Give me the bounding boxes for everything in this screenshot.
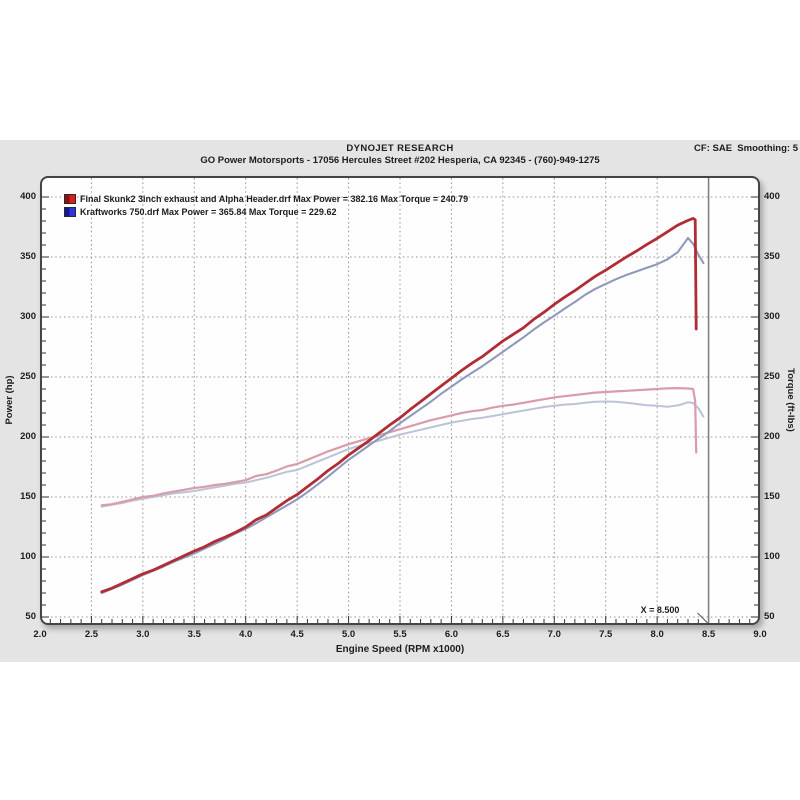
torque-tick-label: 250	[764, 371, 780, 382]
run-color-chip-red	[64, 193, 76, 204]
torque-tick-label: 100	[764, 551, 780, 562]
power-tick-label: 300	[20, 311, 36, 322]
legend-row-kraftworks: Kraftworks 750.drf Max Power = 365.84 Ma…	[64, 205, 468, 218]
power-tick-label: 400	[20, 191, 36, 202]
legend-label: Kraftworks 750.drf Max Power = 365.84 Ma…	[80, 206, 337, 217]
x-tick-label: 2.0	[33, 629, 47, 640]
x-tick-label: 3.0	[136, 629, 150, 640]
legend-row-final-skunk2: Final Skunk2 3inch exhaust and Alpha Hea…	[64, 192, 468, 205]
plot-area	[40, 176, 760, 625]
torque-final-skunk2-curve	[100, 387, 698, 507]
torque-tick-label: 400	[764, 191, 780, 202]
run-color-chip-blue	[64, 206, 76, 217]
right-axis-title: Torque (ft-lbs)	[785, 368, 796, 432]
x-tick-label: 9.0	[753, 629, 767, 640]
x-tick-label: 2.5	[84, 629, 99, 640]
power-tick-label: 150	[20, 491, 36, 502]
power-final-skunk2-curve	[100, 216, 698, 594]
x-tick-label: 3.5	[187, 629, 201, 640]
legend-label: Final Skunk2 3inch exhaust and Alpha Hea…	[80, 193, 469, 204]
cursor-leader-line	[697, 612, 708, 624]
torque-tick-label: 50	[764, 611, 775, 622]
torque-tick-label: 300	[764, 311, 780, 322]
x-tick-label: 7.0	[547, 629, 561, 640]
legend: Final Skunk2 3inch exhaust and Alpha Hea…	[64, 192, 468, 218]
power-tick-label: 200	[20, 431, 36, 442]
x-tick-label: 5.5	[393, 629, 407, 640]
power-kraftworks-curve	[100, 236, 705, 595]
power-tick-label: 100	[20, 551, 36, 562]
x-tick-label: 8.5	[701, 629, 716, 640]
x-tick-label: 6.5	[496, 629, 510, 640]
cursor-readout: X = 8.500	[640, 605, 680, 615]
x-tick-label: 4.0	[239, 629, 253, 640]
shop-address: GO Power Motorsports - 17056 Hercules St…	[200, 155, 600, 166]
torque-tick-label: 350	[764, 251, 780, 262]
x-tick-label: 4.5	[290, 629, 304, 640]
x-axis-title: Engine Speed (RPM x1000)	[335, 644, 465, 655]
power-tick-label: 250	[20, 371, 36, 382]
page-title: DYNOJET RESEARCH	[346, 143, 454, 154]
correction-smoothing-label: CF: SAE Smoothing: 5	[694, 143, 798, 154]
x-tick-label: 8.0	[650, 629, 664, 640]
power-tick-label: 350	[20, 251, 36, 262]
left-axis-title: Power (hp)	[4, 375, 15, 425]
x-tick-label: 5.0	[341, 629, 356, 640]
power-tick-label: 50	[25, 611, 36, 622]
torque-tick-label: 200	[764, 431, 780, 442]
torque-tick-label: 150	[764, 491, 780, 502]
x-tick-label: 6.0	[444, 629, 459, 640]
x-tick-label: 7.5	[599, 629, 613, 640]
torque-kraftworks-curve	[100, 400, 705, 508]
